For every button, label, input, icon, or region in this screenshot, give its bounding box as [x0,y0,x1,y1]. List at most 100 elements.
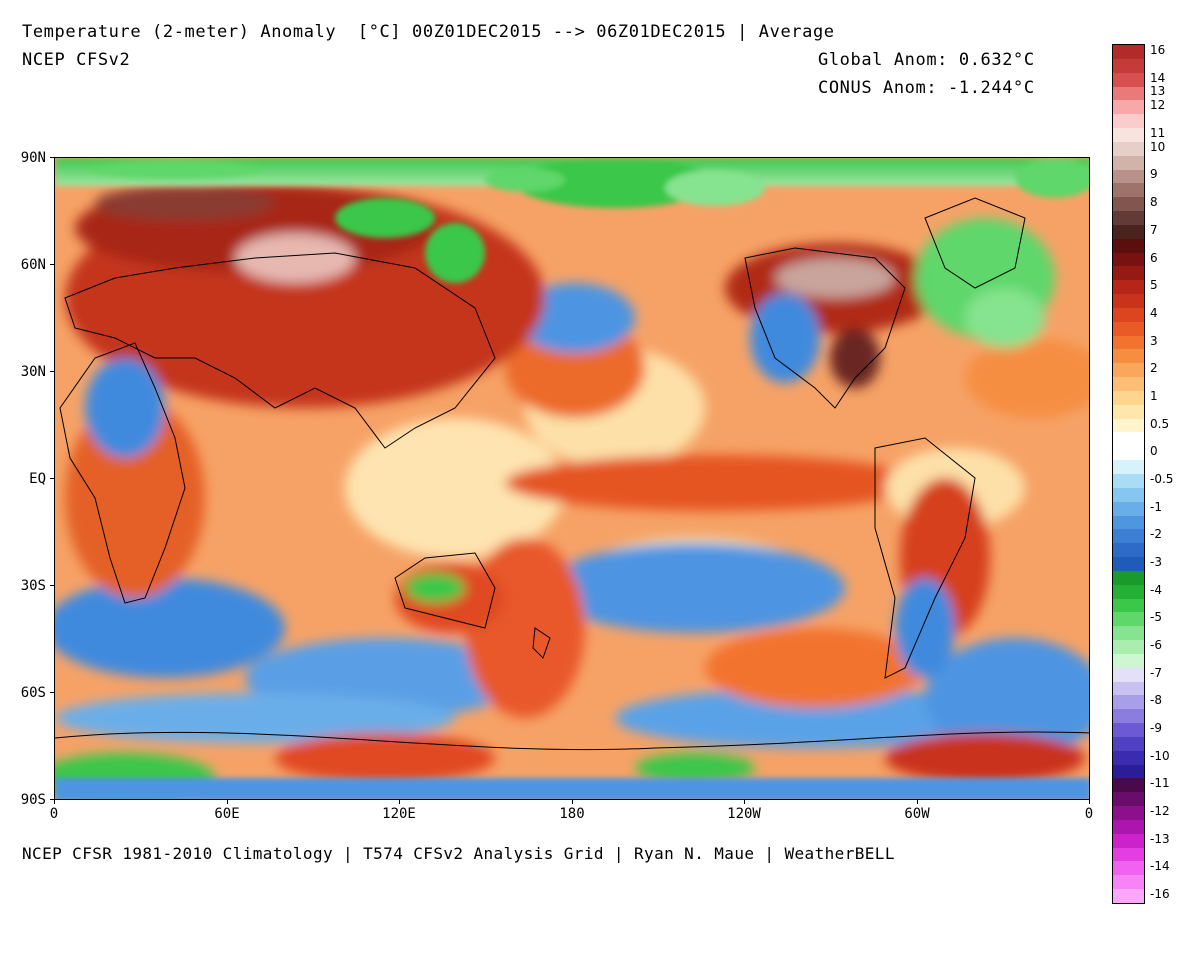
legend-label: -4 [1150,582,1162,597]
legend-color-box [1113,307,1144,323]
footer-credit: NCEP CFSR 1981-2010 Climatology | T574 C… [22,844,895,863]
legend-color-box [1113,390,1144,406]
legend-label: 12 [1150,98,1166,113]
legend-color-box [1113,363,1144,378]
legend-color-box [1113,529,1144,544]
map-title: Temperature (2-meter) Anomaly [°C] 00Z01… [22,22,835,42]
legend-label: -11 [1150,776,1170,791]
legend-color-box [1113,349,1144,364]
legend-color-box [1113,750,1144,766]
legend-color-box [1113,764,1144,779]
legend-color-box [1113,736,1144,752]
lon-label: 120W [727,806,761,822]
legend-color-box [1113,418,1144,433]
lon-label: 0 [1084,806,1094,822]
legend-label: 16 [1150,42,1166,57]
legend-label: -2 [1150,527,1162,542]
legend-color-box [1113,72,1144,87]
legend-color-box [1113,584,1144,600]
legend-color-box [1113,612,1144,627]
legend-color-box [1113,598,1144,613]
legend-color-box [1113,266,1144,281]
legend-color-box [1113,626,1144,641]
legend-label: 6 [1150,250,1158,265]
legend-color-box [1113,543,1144,558]
lat-label: 60N [20,257,46,273]
lat-tick [50,585,54,586]
lon-tick [572,800,573,804]
legend-color-box [1113,446,1144,461]
lat-label: 30S [20,578,46,594]
legend-color-box [1113,723,1144,738]
legend-color-box [1113,211,1144,226]
lat-tick [50,371,54,372]
legend-label: 4 [1150,305,1158,320]
legend-color-box [1113,847,1144,862]
legend-color-box [1113,377,1144,392]
anomaly-map [54,157,1090,800]
legend-color-box [1113,321,1144,337]
lon-label: 60E [214,806,240,822]
legend-color-box [1113,45,1144,60]
legend-label: 2 [1150,361,1158,376]
legend-color-box [1113,335,1144,350]
legend-label: 3 [1150,333,1158,348]
legend-color-box [1113,681,1144,696]
legend-label: -3 [1150,554,1162,569]
lon-label: 0 [49,806,59,822]
legend-color-box [1113,100,1144,115]
legend-label: 0 [1150,444,1158,459]
legend-label: 7 [1150,222,1158,237]
legend-color-box [1113,875,1144,890]
legend-label: 0.5 [1150,416,1170,431]
legend-color-box [1113,224,1144,240]
legend-color-box [1113,806,1144,821]
legend-label: -1 [1150,499,1162,514]
lat-tick [50,264,54,265]
legend-color-box [1113,653,1144,669]
legend-color-box [1113,183,1144,198]
legend-label: -10 [1150,748,1170,763]
legend-color-box [1113,487,1144,503]
lon-tick [399,800,400,804]
legend-label: 5 [1150,278,1158,293]
legend-color-box [1113,819,1144,835]
lon-label: 60W [904,806,930,822]
legend-label: -7 [1150,665,1162,680]
legend-color-box [1113,501,1144,516]
legend-color-box [1113,460,1144,475]
lon-tick [917,800,918,804]
lat-label: 90S [20,792,46,808]
legend-color-box [1113,570,1144,586]
legend-color-box [1113,889,1144,904]
legend-label: 9 [1150,167,1158,182]
legend-color-box [1113,640,1144,655]
color-legend [1112,44,1145,904]
legend-color-box [1113,432,1144,447]
lon-tick [54,800,55,804]
legend-label: -8 [1150,693,1162,708]
legend-label: 11 [1150,125,1166,140]
legend-color-box [1113,141,1144,157]
legend-color-box [1113,404,1144,420]
legend-color-box [1113,58,1144,74]
lat-label: EQ [29,471,46,487]
legend-color-box [1113,833,1144,849]
legend-color-box [1113,155,1144,171]
lat-tick [50,157,54,158]
lat-tick [50,692,54,693]
legend-label: -16 [1150,887,1170,902]
legend-label: -6 [1150,637,1162,652]
legend-color-box [1113,474,1144,489]
legend-color-box [1113,86,1144,101]
legend-label: 14 [1150,70,1166,85]
legend-label: 1 [1150,388,1158,403]
legend-label: -5 [1150,610,1162,625]
lat-tick [50,799,54,800]
lat-label: 90N [20,150,46,166]
legend-color-box [1113,238,1144,254]
legend-color-box [1113,792,1144,807]
lat-label: 60S [20,685,46,701]
lon-label: 120E [382,806,416,822]
lat-tick [50,478,54,479]
